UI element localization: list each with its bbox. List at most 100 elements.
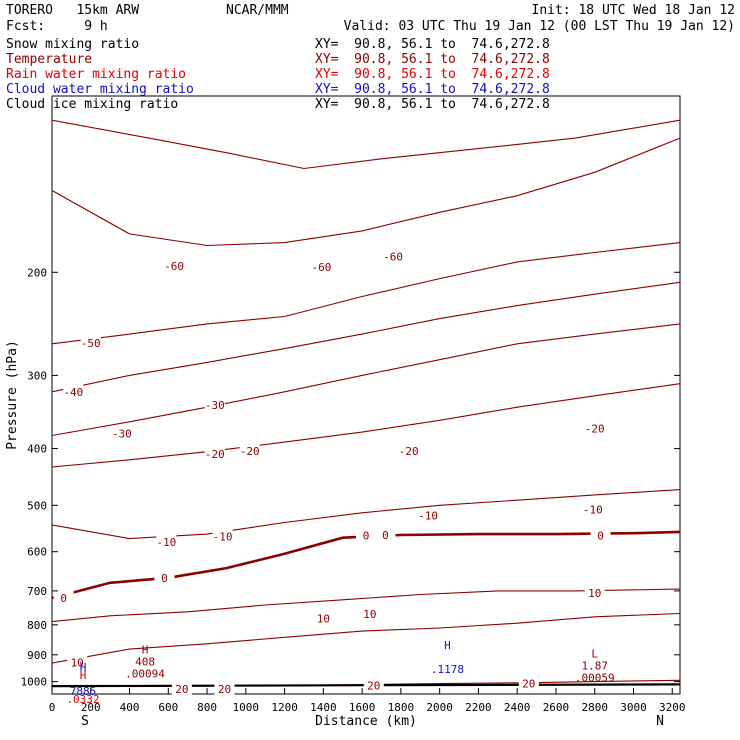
contour-label-23: 10 <box>71 656 84 669</box>
isotherm-4 <box>51 323 681 437</box>
legend-label-rain: Rain water mixing ratio <box>6 67 186 82</box>
legend-xy-snow: XY= 90.8, 56.1 to 74.6,272.8 <box>315 37 550 52</box>
contour-label-13: -10 <box>213 530 233 543</box>
extrema-sub-0: .00094 <box>125 667 165 680</box>
contour-label-bg <box>212 529 233 543</box>
contour-label-11: -10 <box>418 509 438 522</box>
contour-label-19: 0 <box>597 529 604 542</box>
x-tick-label-200: 200 <box>81 701 101 714</box>
x-tick-label-1200: 1200 <box>271 701 298 714</box>
legend-label-cloud-water: Cloud water mixing ratio <box>6 82 194 97</box>
legend-xy-temperature: XY= 90.8, 56.1 to 74.6,272.8 <box>315 52 550 67</box>
x-tick-label-400: 400 <box>120 701 140 714</box>
contour-label-bg <box>418 508 439 522</box>
contour-label-14: -10 <box>156 536 176 549</box>
contour-label-bg <box>375 528 396 542</box>
x-axis-end-right: N <box>656 714 664 729</box>
extrema-marker-4: H <box>80 669 87 682</box>
x-axis-end-left: S <box>81 714 89 729</box>
contour-label-bg <box>356 528 376 542</box>
valid-time: Valid: 03 UTC Thu 19 Jan 12 (00 LST Thu … <box>344 19 735 34</box>
contour-label-bg <box>67 655 88 669</box>
contour-label-bg <box>359 607 380 621</box>
legend-label-cloud-ice: Cloud ice mixing ratio <box>6 97 178 112</box>
x-tick-label-2200: 2200 <box>465 701 492 714</box>
contour-label-16: 0 <box>161 572 168 585</box>
isotherm-1 <box>51 119 681 170</box>
x-tick-label-2600: 2600 <box>543 701 570 714</box>
isotherm-0 <box>51 137 681 247</box>
x-tick-label-2400: 2400 <box>504 701 531 714</box>
x-tick-label-1600: 1600 <box>349 701 376 714</box>
contour-label-bg <box>363 678 384 692</box>
legend-xy-cloud-water: XY= 90.8, 56.1 to 74.6,272.8 <box>315 82 550 97</box>
contour-label-bg <box>164 258 185 272</box>
isotherm-9 <box>51 612 681 664</box>
y-axis-label: Pressure (hPa) <box>5 340 20 450</box>
contour-label-0: -60 <box>164 260 184 273</box>
contour-label-5: -30 <box>205 399 225 412</box>
x-tick-label-1400: 1400 <box>310 701 337 714</box>
extrema-marker-2: L <box>591 648 598 661</box>
extrema-sub-4: .0332 <box>66 693 99 706</box>
contour-label-25: 20 <box>218 683 231 696</box>
contour-label-24: 20 <box>175 683 188 696</box>
contour-label-bg <box>214 681 235 695</box>
x-tick-label-0: 0 <box>49 701 56 714</box>
legend-xy-rain: XY= 90.8, 56.1 to 74.6,272.8 <box>315 67 550 82</box>
contour-label-1: -60 <box>311 261 331 274</box>
contour-label-20: 10 <box>317 613 330 626</box>
contour-label-bg <box>63 384 84 398</box>
legend-label-snow: Snow mixing ratio <box>6 37 139 52</box>
x-tick-label-600: 600 <box>158 701 178 714</box>
model-title: TORERO 15km ARW <box>6 3 139 18</box>
contour-label-bg <box>582 502 603 516</box>
contour-label-22: 10 <box>588 587 601 600</box>
x-tick-label-1800: 1800 <box>388 701 415 714</box>
x-axis-label: Distance (km) <box>315 714 417 729</box>
extrema-sub-2: .00059 <box>575 672 615 685</box>
isotherm-7 <box>51 530 681 600</box>
center-title: NCAR/MMM <box>226 3 289 18</box>
contour-label-bg <box>171 682 192 696</box>
contour-label-bg <box>156 535 177 549</box>
contour-label-bg <box>311 260 332 274</box>
contour-label-bg <box>204 447 225 461</box>
contour-label-17: 0 <box>363 529 370 542</box>
contour-label-21: 10 <box>363 608 376 621</box>
contour-label-bg <box>584 421 605 435</box>
x-axis: 0 200 400 600 800 1000 1200 1400 1600 1800 2000 220… <box>49 688 686 714</box>
x-tick-label-3200: 3200 <box>659 701 686 714</box>
y-tick-label-400: 400 <box>27 443 47 456</box>
contour-label-6: -30 <box>112 428 132 441</box>
extrema-value-0: 408 <box>135 655 155 668</box>
contour-label-bg <box>590 528 611 542</box>
legend-xy-cloud-ice: XY= 90.8, 56.1 to 74.6,272.8 <box>315 97 550 112</box>
contour-label-bg <box>111 426 132 440</box>
isotherm-2 <box>51 242 681 345</box>
x-tick-label-2000: 2000 <box>426 701 453 714</box>
contour-label-10: -20 <box>585 423 605 436</box>
contour-label-bg <box>53 591 74 605</box>
contour-label-2: -60 <box>383 251 403 264</box>
contour-label-layer: -60 -60 -60 -50 -40 -30 -30 -20 -20 -20 -20 -10 -10 -… <box>53 249 611 696</box>
extrema-marker-1: H <box>444 639 451 652</box>
legend-label-temperature: Temperature <box>6 52 92 67</box>
contour-label-7: -20 <box>205 448 225 461</box>
contour-label-4: -40 <box>63 386 83 399</box>
contour-label-bg <box>154 570 175 584</box>
isotherm-8 <box>51 588 681 623</box>
contour-label-bg <box>398 444 419 458</box>
y-tick-label-300: 300 <box>27 369 47 382</box>
contour-label-18: 0 <box>382 529 389 542</box>
extrema-sub-3: 7885 <box>70 685 97 698</box>
contour-label-bg <box>383 249 404 263</box>
contour-label-bg <box>518 676 539 690</box>
x-tick-label-3000: 3000 <box>620 701 647 714</box>
contour-label-27: 20 <box>522 678 535 691</box>
contour-label-bg <box>204 397 225 411</box>
init-time: Init: 18 UTC Wed 18 Jan 12 <box>532 3 736 18</box>
forecast-hour: Fcst: 9 h <box>6 19 108 34</box>
